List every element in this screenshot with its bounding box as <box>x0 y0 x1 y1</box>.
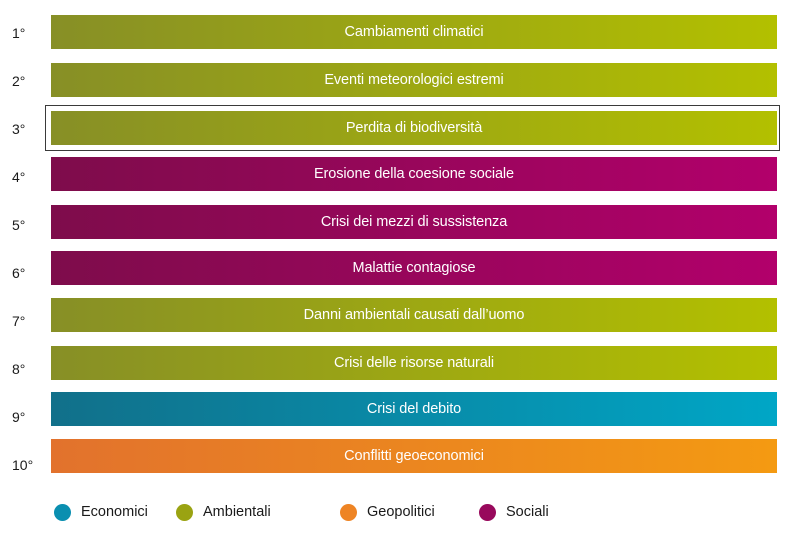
rank-label: 9° <box>12 409 26 425</box>
risk-bar-sociali: Crisi dei mezzi di sussistenza <box>51 205 777 239</box>
chart-legend: Economici Ambientali Geopolitici Sociali <box>54 500 774 524</box>
risk-bar-ambientali: Crisi delle risorse naturali <box>51 346 777 380</box>
risk-bar-ambientali: Cambiamenti climatici <box>51 15 777 49</box>
legend-label: Sociali <box>506 504 549 520</box>
rank-label: 6° <box>12 265 26 281</box>
rank-label: 5° <box>12 217 26 233</box>
risk-bar-ambientali: Danni ambientali causati dall’uomo <box>51 298 777 332</box>
rank-label: 7° <box>12 313 26 329</box>
legend-dot-icon <box>54 503 71 521</box>
risk-bar-geopolitici: Conflitti geoeconomici <box>51 439 777 473</box>
risk-ranking-chart: 1° Cambiamenti climatici 2° Eventi meteorol… <box>12 15 780 473</box>
risk-bar-sociali: Erosione della coesione sociale <box>51 157 777 191</box>
legend-dot-icon <box>340 503 357 521</box>
risk-bar-sociali: Malattie contagiose <box>51 251 777 285</box>
legend-item-ambientali: Ambientali <box>176 500 271 524</box>
risk-bar-ambientali: Eventi meteorologici estremi <box>51 63 777 97</box>
legend-item-sociali: Sociali <box>479 500 549 524</box>
legend-dot-icon <box>479 503 496 521</box>
legend-dot-icon <box>176 503 193 521</box>
risk-bar-economici: Crisi del debito <box>51 392 777 426</box>
legend-label: Ambientali <box>203 504 271 520</box>
rank-label: 10° <box>12 457 34 473</box>
risk-bar-ambientali: Perdita di biodiversità <box>51 111 777 145</box>
rank-label: 3° <box>12 121 26 137</box>
rank-label: 8° <box>12 361 26 377</box>
legend-item-geopolitici: Geopolitici <box>340 500 435 524</box>
rank-label: 4° <box>12 169 26 185</box>
rank-label: 1° <box>12 25 26 41</box>
legend-item-economici: Economici <box>54 500 148 524</box>
legend-label: Geopolitici <box>367 504 435 520</box>
rank-label: 2° <box>12 73 26 89</box>
legend-label: Economici <box>81 504 148 520</box>
